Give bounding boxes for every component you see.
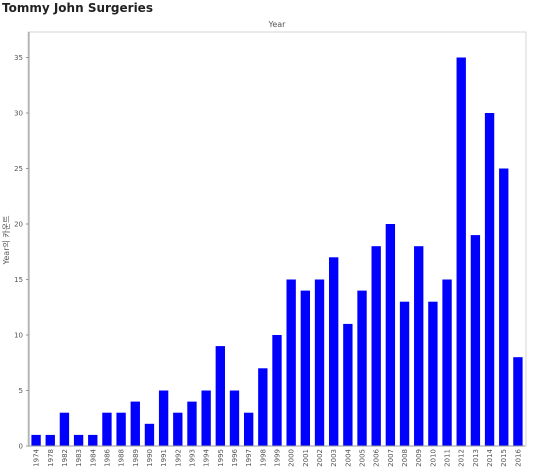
x-tick-label: 1988 [118, 449, 126, 467]
y-axis-title: Year의 카운트 [1, 216, 11, 266]
bar-2004 [343, 323, 353, 446]
y-tick-label: 15 [14, 276, 23, 284]
bar-1993 [187, 401, 197, 446]
x-tick-label: 1993 [188, 449, 196, 467]
y-tick-label: 10 [14, 332, 23, 340]
x-tick-label: 2015 [500, 449, 508, 467]
bar-1983 [73, 434, 84, 446]
bar-2000 [286, 279, 296, 446]
x-tick-label: 1983 [75, 449, 83, 467]
x-tick-label: 1996 [231, 448, 239, 466]
x-tick-label: 1978 [47, 449, 55, 467]
bar-1995 [215, 346, 225, 446]
x-tick-label: 1991 [160, 449, 168, 467]
bar-1999 [272, 335, 282, 446]
x-tick-label: 2013 [472, 449, 480, 467]
bar-1982 [59, 412, 70, 446]
x-tick-label: 1992 [174, 449, 182, 467]
x-tick-label: 2009 [415, 449, 423, 467]
bar-2008 [399, 301, 410, 446]
bar-2013 [470, 235, 481, 446]
bar-1992 [173, 412, 183, 446]
y-tick-label: 5 [19, 387, 23, 395]
x-tick-label: 1999 [274, 449, 282, 467]
x-tick-label: 1997 [245, 449, 253, 467]
bar-1989 [130, 401, 140, 446]
x-axis: 1974 1978 1982 1983 1984 1986 1988 1989 1990 1991… [29, 445, 525, 467]
bar-2009 [414, 246, 424, 446]
bar-2001 [300, 290, 311, 446]
y-tick-label: 0 [19, 443, 23, 451]
x-tick-label: 2011 [444, 449, 452, 467]
x-tick-label: 2001 [302, 449, 310, 467]
bar-1997 [243, 412, 254, 446]
bar-2016 [513, 357, 523, 446]
y-tick-label: 35 [14, 54, 23, 62]
y-tick-label: 20 [14, 221, 23, 229]
x-tick-label: 2008 [401, 449, 409, 467]
x-tick-label: 2014 [486, 448, 494, 466]
bar-2003 [329, 257, 339, 446]
x-tick-label: 1986 [103, 448, 111, 466]
x-tick-label: 2000 [288, 449, 296, 467]
x-tick-label: 2002 [316, 449, 324, 467]
x-tick-label: 1982 [61, 449, 69, 467]
x-tick-label: 1998 [259, 449, 267, 467]
y-tick-label: 25 [14, 165, 23, 173]
bar-1984 [88, 434, 98, 446]
bar-1988 [116, 412, 126, 446]
bar-1978 [45, 434, 55, 446]
y-tick-label: 30 [14, 110, 23, 118]
x-tick-label: 1984 [89, 448, 97, 466]
y-axis: 0 5 10 15 20 25 30 35 [14, 32, 30, 451]
x-tick-label: 2016 [514, 448, 522, 466]
x-tick-label: 1994 [203, 448, 211, 466]
x-tick-label: 1990 [146, 449, 154, 467]
bar-2012 [456, 57, 466, 446]
bar-1994 [201, 390, 211, 446]
x-tick-label: 2003 [330, 449, 338, 467]
bar-1996 [229, 390, 240, 446]
bar-1991 [158, 390, 169, 446]
x-tick-label: 2012 [458, 449, 466, 467]
x-tick-label: 2010 [429, 449, 437, 467]
x-tick-label: 1989 [132, 449, 140, 467]
bar-1990 [144, 423, 155, 446]
bar-2015 [499, 168, 509, 446]
x-tick-label: 2007 [387, 449, 395, 467]
chart-title: Tommy John Surgeries [2, 1, 153, 15]
bar-1998 [258, 368, 268, 446]
bars [31, 57, 523, 446]
x-tick-label: 2005 [359, 449, 367, 467]
bar-2006 [371, 246, 381, 446]
x-tick-label: 2004 [344, 448, 352, 466]
bar-1974 [31, 434, 41, 446]
bar-1986 [102, 412, 112, 446]
bar-2014 [484, 113, 495, 446]
x-tick-label: 1995 [217, 449, 225, 467]
x-tick-label: 2006 [373, 448, 381, 466]
bar-2011 [442, 279, 452, 446]
bar-2010 [428, 301, 438, 446]
bar-2002 [314, 279, 325, 446]
bar-2007 [385, 224, 396, 446]
bar-2005 [357, 290, 367, 446]
x-tick-label: 1974 [33, 448, 41, 466]
top-header-label: Year [268, 20, 287, 29]
